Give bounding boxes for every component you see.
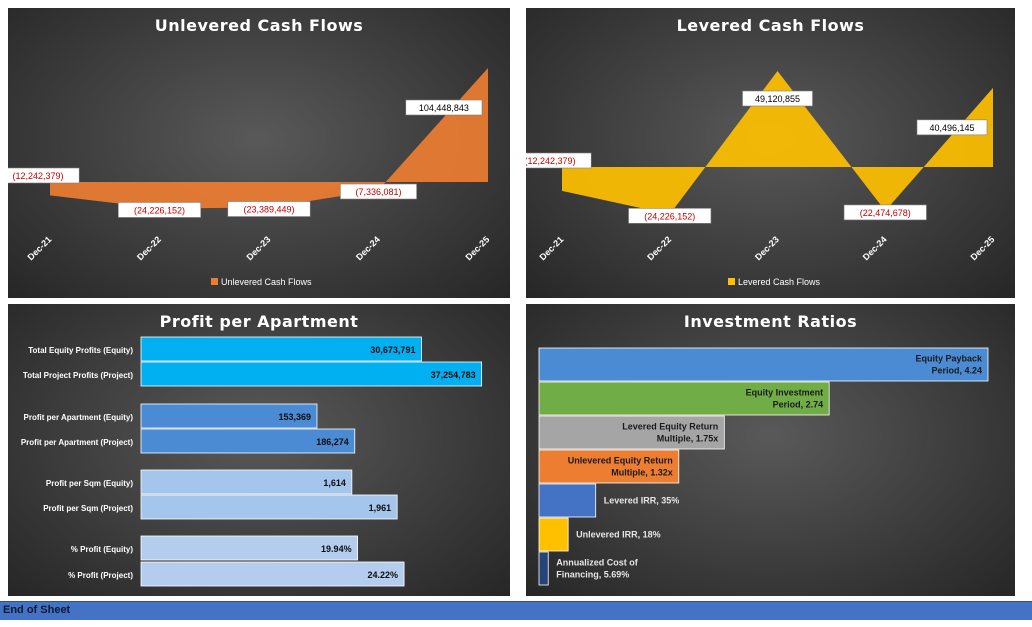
data-label: (23,389,449) <box>227 201 311 217</box>
data-label-text: 40,496,145 <box>929 123 974 133</box>
ratio-bar <box>538 551 549 586</box>
data-label: (7,336,081) <box>340 183 417 200</box>
profit-category-label: Total Equity Profits (Equity) <box>28 346 133 355</box>
data-label: 40,496,145 <box>916 119 988 136</box>
levered-cash-flows-panel: Levered Cash Flows (12,242,379) (24,226,1… <box>526 8 1015 298</box>
profit-category-label: Total Project Profits (Project) <box>23 371 133 380</box>
profit-category-label: % Profit (Equity) <box>71 545 134 554</box>
profit-category-label: Profit per Sqm (Project) <box>43 504 133 513</box>
ratio-label: Unlevered Equity Return <box>568 456 673 466</box>
profit-bar <box>140 469 353 495</box>
profit-per-apartment-panel: Profit per Apartment 30,673,791 Total Equ… <box>8 304 510 596</box>
x-tick-label: Dec-21 <box>25 234 53 262</box>
data-label-text: (24,226,152) <box>134 205 185 215</box>
profit-bar <box>140 428 356 454</box>
ratio-bar <box>538 415 725 450</box>
data-label: (24,226,152) <box>118 202 202 218</box>
x-tick-label: Dec-24 <box>354 234 382 262</box>
data-label-text: (7,336,081) <box>355 187 401 197</box>
legend: Unlevered Cash Flows <box>211 277 312 287</box>
x-tick-label: Dec-23 <box>244 234 272 262</box>
profit-value-label: 24.22% <box>368 570 399 580</box>
x-tick-label: Dec-25 <box>463 234 491 262</box>
profit-bar <box>140 494 398 520</box>
data-label-text: (12,242,379) <box>12 171 63 181</box>
profit-category-label: Profit per Sqm (Equity) <box>46 479 133 488</box>
legend-label: Unlevered Cash Flows <box>221 277 312 287</box>
data-label-text: (22,474,678) <box>860 208 911 218</box>
data-label-text: (24,226,152) <box>644 211 695 221</box>
data-label-text: (12,242,379) <box>526 156 576 166</box>
unlevered-cash-flows-panel: Unlevered Cash Flows (12,242,379) (24,226… <box>8 8 510 298</box>
legend-label: Levered Cash Flows <box>738 277 821 287</box>
profit-value-label: 37,254,783 <box>431 370 476 380</box>
ratio-label: Period, 2.74 <box>773 400 824 410</box>
ratio-label: Annualized Cost of <box>556 558 638 568</box>
ratio-label: Multiple, 1.75x <box>657 434 719 444</box>
x-tick-label: Dec-22 <box>645 234 673 262</box>
profit-value-label: 153,369 <box>278 412 311 422</box>
x-tick-label: Dec-21 <box>537 234 565 262</box>
end-of-sheet-bar: End of Sheet <box>0 601 1032 620</box>
profit-value-label: 1,961 <box>369 503 392 513</box>
ratio-label: Equity Payback <box>915 354 983 364</box>
ratio-label: Levered Equity Return <box>622 422 718 432</box>
legend-swatch <box>211 278 218 285</box>
ratio-bar <box>538 381 830 416</box>
profit-value-label: 186,274 <box>316 437 349 447</box>
data-label: (12,242,379) <box>526 152 592 169</box>
ratio-label: Levered IRR, 35% <box>604 496 680 506</box>
data-label: (24,226,152) <box>628 208 712 224</box>
ratio-label: Unlevered IRR, 18% <box>576 530 661 540</box>
profit-value-label: 30,673,791 <box>370 345 415 355</box>
ratio-label: Equity Investment <box>746 388 824 398</box>
profit-bar <box>140 361 483 387</box>
profit-bar <box>140 535 358 561</box>
profit-bar <box>140 336 422 362</box>
investment-ratios-panel: Investment Ratios Equity Payback Period, … <box>526 304 1015 596</box>
x-tick-label: Dec-22 <box>135 234 163 262</box>
levered-cash-flows-chart: (12,242,379) (24,226,152) 49,120,855 (22,47… <box>526 71 996 287</box>
profit-bar <box>140 403 318 429</box>
unlevered-area <box>50 68 488 209</box>
profit-category-label: Profit per Apartment (Project) <box>21 438 133 447</box>
unlevered-cash-flows-chart: (12,242,379) (24,226,152) (23,389,449) (7,3… <box>8 68 491 287</box>
x-tick-label: Dec-24 <box>861 234 889 262</box>
profit-value-label: 19.94% <box>321 544 352 554</box>
levered-chart-title: Levered Cash Flows <box>676 16 865 35</box>
ratio-bar <box>538 449 680 484</box>
profit-per-apartment-chart: 30,673,791 Total Equity Profits (Equity) 3… <box>21 336 483 587</box>
ratio-label: Period, 4.24 <box>931 366 982 376</box>
investment-ratios-chart: Equity Payback Period, 4.24 Equity Investm… <box>538 347 989 586</box>
end-of-sheet-label: End of Sheet <box>3 604 71 616</box>
ratio-bar <box>538 483 597 518</box>
unlevered-chart-title: Unlevered Cash Flows <box>154 16 364 35</box>
profit-category-label: % Profit (Project) <box>68 571 133 580</box>
data-label: (12,242,379) <box>8 167 80 184</box>
data-label: (22,474,678) <box>843 204 927 221</box>
data-label-text: 49,120,855 <box>755 94 800 104</box>
x-tick-label: Dec-25 <box>968 234 996 262</box>
data-label: 104,448,843 <box>405 99 483 116</box>
ratio-bar <box>538 347 989 382</box>
levered-area <box>562 71 993 215</box>
x-tick-label: Dec-23 <box>753 234 781 262</box>
data-label: 49,120,855 <box>742 90 813 107</box>
ratio-label: Financing, 5.69% <box>556 570 629 580</box>
ratio-label: Multiple, 1.32x <box>611 468 673 478</box>
profit-bar <box>140 561 405 587</box>
legend-swatch <box>728 278 735 285</box>
profit-value-label: 1,614 <box>323 478 346 488</box>
ratios-chart-title: Investment Ratios <box>683 312 858 331</box>
profit-category-label: Profit per Apartment (Equity) <box>24 413 134 422</box>
data-label-text: (23,389,449) <box>243 205 294 215</box>
data-label-text: 104,448,843 <box>419 103 469 113</box>
legend: Levered Cash Flows <box>728 277 821 287</box>
profit-chart-title: Profit per Apartment <box>159 312 359 331</box>
ratio-bar <box>538 517 569 552</box>
